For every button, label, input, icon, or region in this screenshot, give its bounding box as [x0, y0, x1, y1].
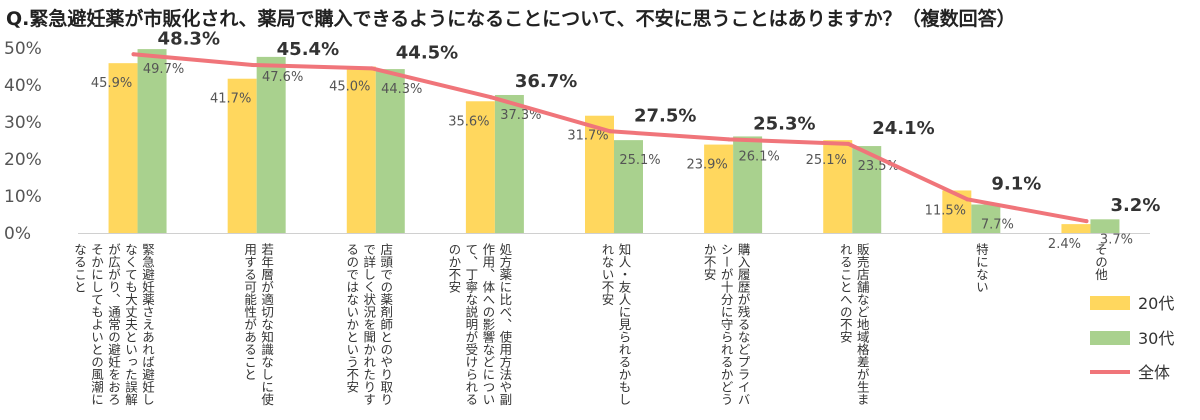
bar-20s: [227, 78, 257, 234]
category-label: 若年層が適切な知識なしに使: [259, 242, 274, 406]
bar-20s: [585, 115, 614, 233]
bar-data-label: 2.4%: [1048, 237, 1081, 252]
total-data-label: 45.4%: [277, 39, 339, 60]
category-label: その他: [1093, 243, 1108, 281]
y-tick-label: 10%: [4, 187, 42, 207]
bar-20s: [1061, 224, 1091, 233]
total-data-label: 3.2%: [1110, 195, 1160, 216]
category-label: 店頭での薬剤師とのやり取り: [378, 243, 393, 406]
bar-data-label: 45.9%: [91, 76, 132, 91]
bar-data-label: 11.5%: [925, 203, 966, 218]
bar-data-label: 49.7%: [143, 62, 184, 77]
category-label: そかにしてもよいとの風潮に: [89, 243, 104, 406]
bar-data-label: 25.1%: [806, 153, 847, 168]
y-tick-label: 20%: [4, 150, 42, 170]
bar-30s: [733, 136, 763, 233]
bar-30s: [375, 69, 405, 233]
total-point: [1084, 219, 1089, 224]
legend-swatch-30s: [1090, 331, 1130, 345]
total-data-label: 48.3%: [158, 28, 220, 49]
total-point: [488, 95, 493, 100]
total-point: [250, 63, 255, 68]
bar-30s: [852, 146, 882, 233]
bar-data-label: 35.6%: [448, 114, 489, 129]
legend-label: 30代: [1138, 329, 1174, 348]
total-data-label: 9.1%: [991, 173, 1041, 194]
bar-data-label: 7.7%: [981, 218, 1014, 233]
category-label: なること: [72, 243, 87, 293]
bar-20s: [465, 101, 495, 233]
total-data-label: 44.5%: [396, 42, 458, 63]
bar-30s: [137, 49, 167, 233]
category-label: 知人・友人に見られるかもし: [617, 243, 632, 406]
total-data-label: 27.5%: [634, 105, 696, 126]
category-label: で詳しく状況を聞かれたりす: [361, 243, 376, 406]
category-label: 用する可能性があること: [242, 243, 257, 381]
total-point: [965, 197, 970, 202]
category-label: なくても大丈夫といった誤解: [123, 243, 138, 406]
category-label: 特にない: [974, 242, 989, 293]
category-label: て、丁寧な説明が受けられる: [463, 243, 478, 406]
total-point: [369, 66, 374, 71]
y-tick-label: 30%: [4, 113, 42, 133]
total-point: [727, 137, 732, 142]
bar-data-label: 37.3%: [500, 108, 541, 123]
bar-30s: [614, 140, 643, 233]
total-point: [846, 141, 851, 146]
category-label: 購入履歴が残るなどプライバ: [736, 243, 751, 406]
chart-title: Q.緊急避妊薬が市販化され、薬局で購入できるようになることについて、不安に思うこ…: [6, 8, 1016, 30]
total-data-label: 24.1%: [872, 118, 934, 139]
y-tick-label: 0%: [4, 224, 31, 244]
category-label: れることへの不安: [838, 243, 853, 343]
category-label: 販売店舗など地域格差が生ま: [855, 243, 870, 406]
bar-data-label: 25.1%: [619, 153, 660, 168]
category-label: 緊急避妊薬さえあれば避妊し: [140, 243, 155, 406]
bar-data-label: 41.7%: [210, 92, 251, 107]
total-data-label: 25.3%: [753, 113, 815, 134]
category-label: シーが十分に守られるかどう: [719, 243, 734, 406]
category-label: 処方薬に比べ、使用方法や副: [497, 243, 512, 406]
bar-data-label: 44.3%: [381, 82, 422, 97]
category-label: が広がり、通常の避妊をおろ: [106, 242, 121, 406]
bar-30s: [494, 94, 524, 234]
category-label: るのではないかという不安: [344, 243, 359, 393]
category-label: れない不安: [600, 243, 615, 306]
legend-label: 20代: [1138, 294, 1174, 313]
bar-data-label: 26.1%: [738, 149, 779, 164]
bar-20s: [346, 66, 376, 233]
y-tick-label: 50%: [4, 39, 42, 59]
total-point: [608, 129, 612, 134]
bar-20s: [823, 140, 853, 233]
bar-30s: [971, 204, 1001, 233]
legend-label: 全体: [1138, 363, 1170, 382]
bar-30s: [256, 56, 286, 233]
total-data-label: 36.7%: [515, 71, 577, 92]
bar-data-label: 45.0%: [329, 80, 370, 95]
bar-data-label: 31.7%: [567, 129, 608, 144]
bar-data-label: 3.7%: [1100, 232, 1133, 247]
category-label: か不安: [702, 243, 717, 281]
y-tick-label: 40%: [4, 76, 42, 96]
bar-20s: [108, 63, 138, 233]
bar-30s: [1090, 219, 1120, 233]
bar-20s: [704, 144, 734, 233]
category-label: のか不安: [446, 243, 461, 293]
legend-swatch-20s: [1090, 296, 1130, 310]
bar-data-label: 23.9%: [686, 158, 727, 173]
total-point: [131, 52, 136, 57]
bar-data-label: 47.6%: [262, 70, 303, 85]
category-label: 作用、体への影響などについ: [480, 243, 495, 406]
